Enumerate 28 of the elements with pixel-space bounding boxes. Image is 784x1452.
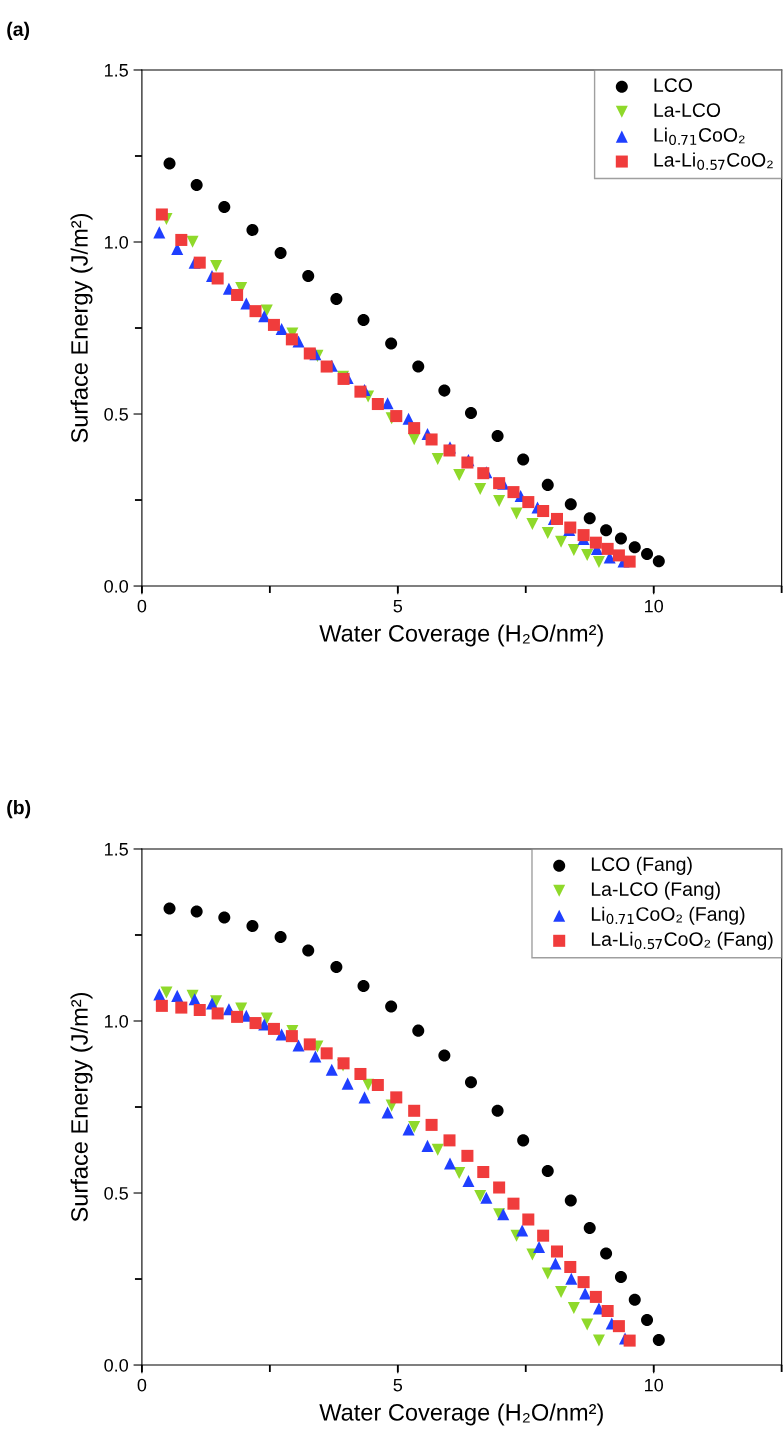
y-tick-label: 0.0 (104, 579, 129, 593)
y-tick-label: 0.5 (104, 407, 128, 421)
x-tick-label: 0 (137, 1378, 147, 1392)
legend-label: La-Li$_{0.57}$CoO₂ (Fang) (591, 931, 773, 950)
y-tick-label: 1.0 (104, 235, 129, 249)
y-tick-label: 1.5 (104, 64, 128, 77)
x-axis-title: Water Coverage (H₂O/nm²) (319, 1403, 603, 1426)
x-tick-label: 0 (137, 599, 147, 613)
x-axis-title: Water Coverage (H₂O/nm²) (319, 624, 603, 647)
chart-title: (a) (7, 21, 30, 40)
legend-label: La-Li$_{0.57}$CoO₂ (654, 152, 773, 170)
legend-label: Li$_{0.71}$CoO₂ (Fang) (591, 906, 745, 925)
y-axis-title: Surface Energy (J/m²) (70, 214, 93, 443)
chart-title: (b) (7, 800, 31, 819)
y-tick-label: 1.5 (104, 843, 128, 856)
legend-label: LCO (Fang) (591, 856, 692, 875)
y-tick-label: 0.0 (104, 1358, 129, 1372)
legend-label: La-LCO (654, 103, 721, 117)
y-tick-label: 0.5 (104, 1186, 128, 1200)
x-tick-label: 10 (645, 1378, 664, 1392)
legend-label: La-LCO (Fang) (591, 881, 720, 900)
legend-label: LCO (654, 78, 692, 93)
legend-label: Li$_{0.71}$CoO₂ (654, 127, 745, 145)
y-tick-label: 1.0 (104, 1014, 129, 1028)
x-tick-label: 5 (393, 599, 403, 613)
x-tick-label: 10 (645, 599, 664, 613)
x-tick-label: 5 (393, 1378, 403, 1392)
y-axis-title: Surface Energy (J/m²) (70, 993, 93, 1222)
